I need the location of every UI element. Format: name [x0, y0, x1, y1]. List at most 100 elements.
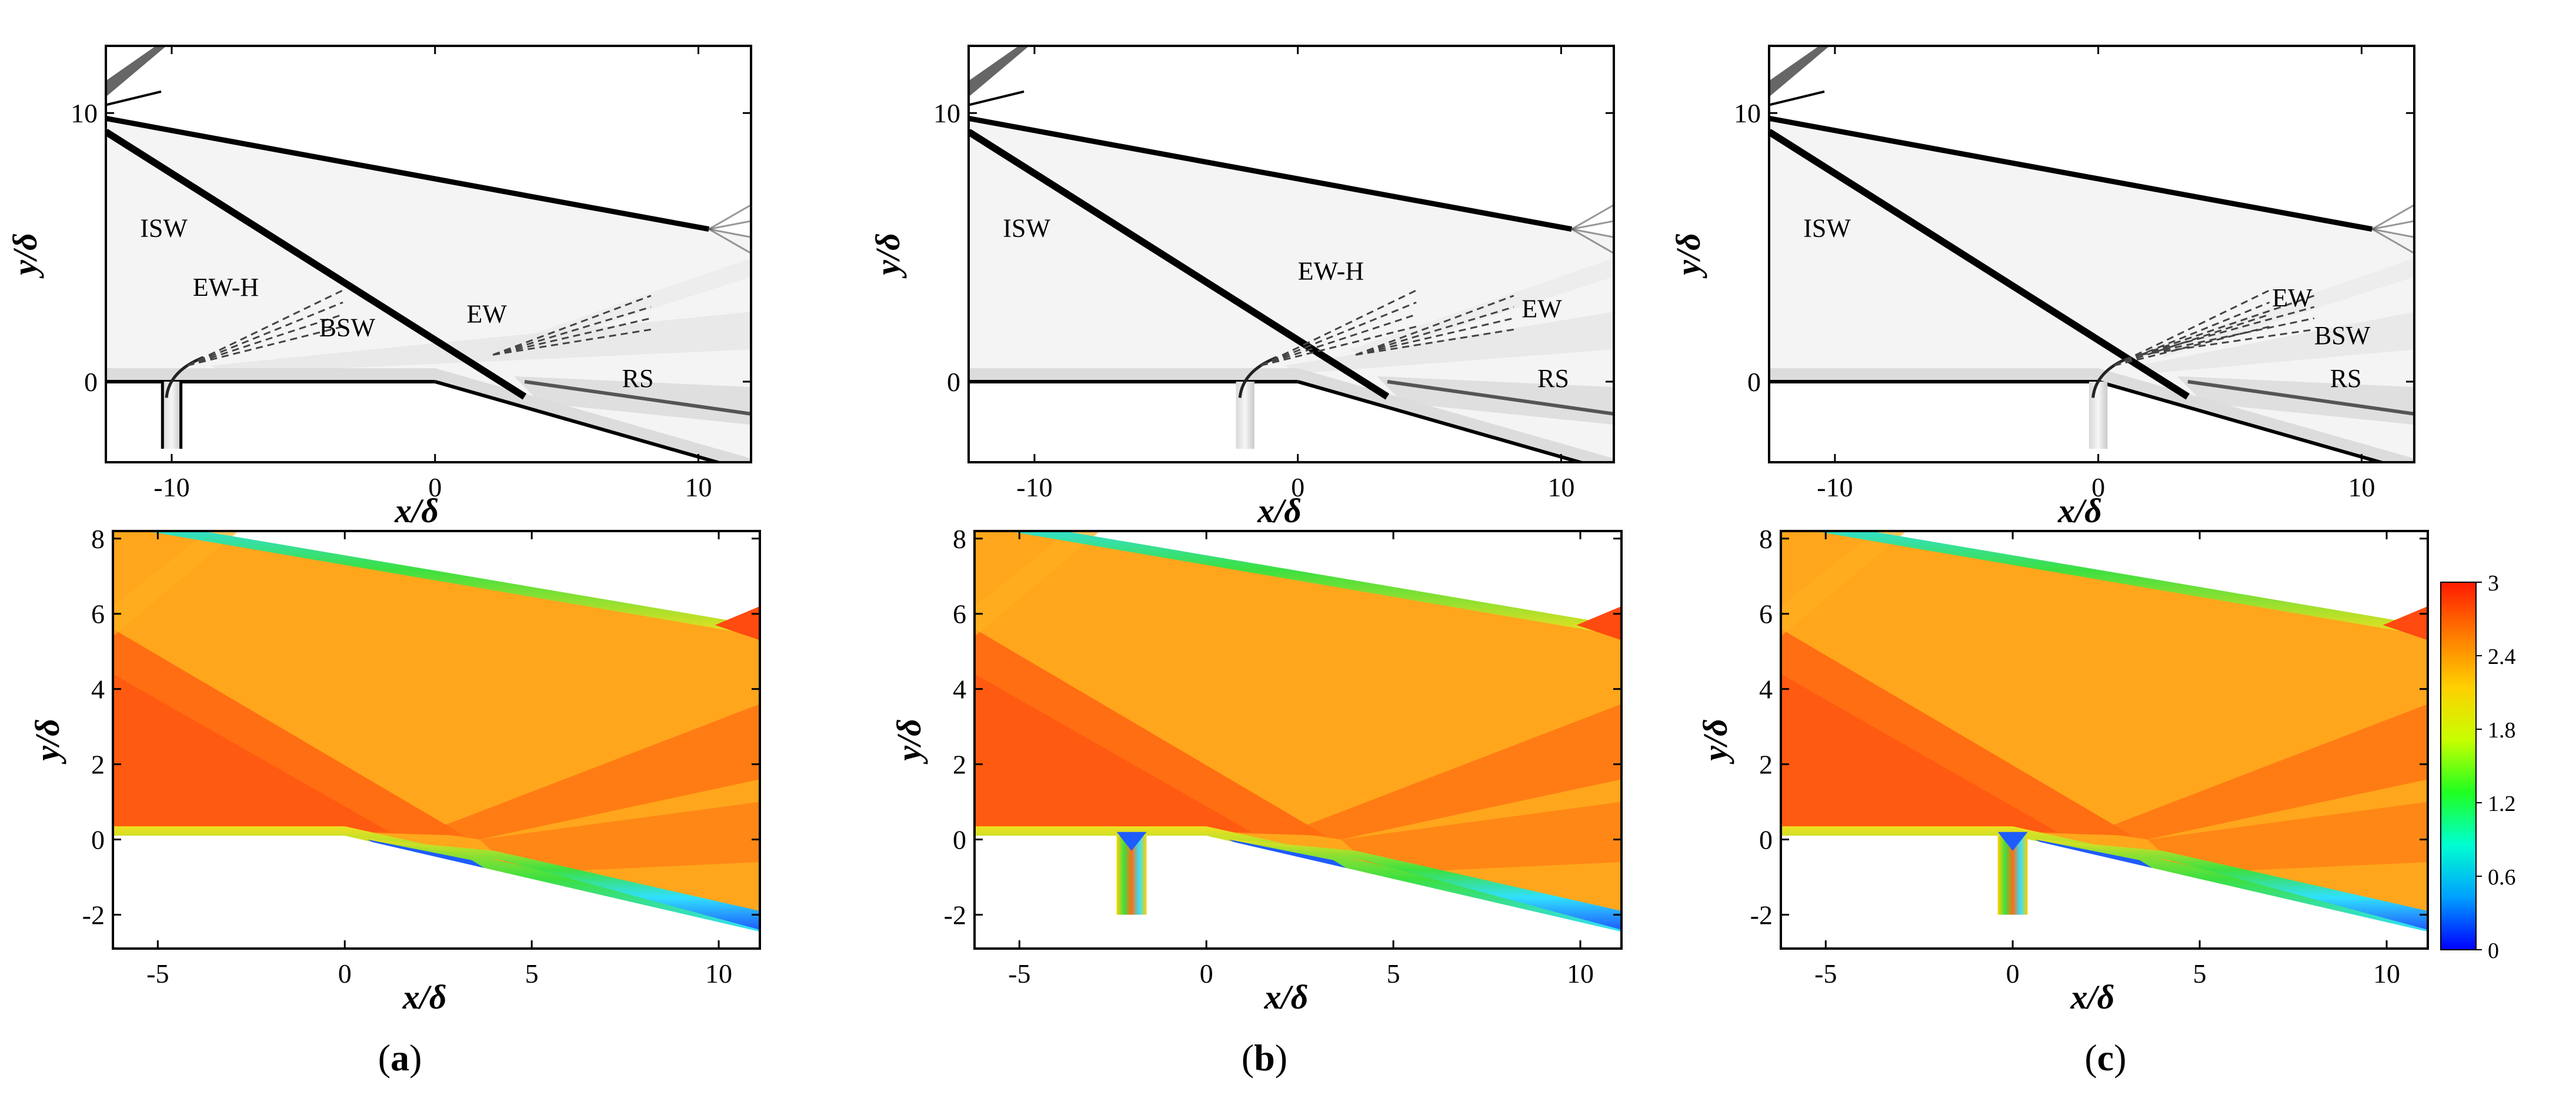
ew-dashed-line: [492, 328, 652, 356]
y-axis-label: y/δ: [869, 233, 907, 279]
y-axis-label: y/δ: [1669, 233, 1707, 279]
x-tick-label: -5: [1008, 959, 1030, 989]
shock-fan-line: [709, 220, 751, 231]
shock-fan-line: [708, 228, 751, 255]
y-axis-label: y/δ: [6, 233, 44, 279]
wall-region: [113, 836, 760, 949]
colorbar-tick-label: 0: [2488, 939, 2499, 963]
jet-slot: [162, 381, 181, 449]
y-tick-label: 0: [947, 367, 960, 397]
shock-fan-line: [2372, 220, 2414, 231]
outside-region: [1937, 531, 2428, 620]
y-tick-label: -2: [944, 900, 966, 930]
y-tick-label: 8: [91, 524, 105, 554]
x-tick-label: -5: [1814, 959, 1837, 989]
x-tick-label: 10: [2348, 472, 2375, 502]
ew-h-dashed-line: [187, 289, 343, 366]
y-tick-label: 8: [1759, 524, 1773, 554]
annotation-bsw: BSW: [319, 313, 376, 342]
mach-contour-panel-2: -5 0 5 10 -2 0 2 4 6 8 x/δ y/δ: [890, 524, 1623, 1016]
ew-h-dashed-line: [187, 325, 343, 367]
x-axis-label: x/δ: [2070, 978, 2115, 1016]
plot-frame: [973, 530, 1623, 950]
x-tick-label: 10: [2373, 959, 2400, 989]
ew-h-dashed-line: [2114, 313, 2270, 366]
ew-dashed-line: [1355, 317, 1514, 356]
x-axis-label: x/δ: [402, 978, 447, 1016]
x-tick-label: 0: [428, 472, 442, 502]
plot-area: [1781, 531, 2428, 949]
x-tick-label: 0: [1200, 959, 1213, 989]
ew-h-dashed-line: [2113, 301, 2270, 366]
shock-fan-line: [1571, 228, 1614, 255]
y-tick-label: 0: [1759, 825, 1773, 855]
x-tick-label: -10: [154, 472, 189, 502]
colorbar-tick-label: 2.4: [2488, 645, 2516, 669]
mach-expansion-band: [2095, 704, 2428, 840]
colorbar-tick-label: 1.2: [2488, 792, 2516, 816]
y-tick-label: 0: [953, 825, 966, 855]
y-tick-label: 0: [1747, 367, 1761, 397]
x-axis-label: x/δ: [1264, 978, 1309, 1016]
x-tick-label: 5: [2193, 959, 2207, 989]
mach-expansion-band: [1341, 802, 1621, 874]
ew-dashed-line: [2140, 328, 2315, 356]
jet-slot: [1236, 381, 1254, 449]
schlieren-panel-2: ISW EW-H EW RS -10 0 10 0 10 x/δ y/δ: [869, 45, 1615, 530]
upper-left-line: [106, 90, 162, 106]
panel-label: (b): [1242, 1037, 1287, 1079]
colorbar-tick-label: 3: [2488, 571, 2499, 596]
upper-left-fan: [106, 46, 166, 97]
upper-left-line: [969, 90, 1025, 106]
y-tick-label: 0: [91, 825, 105, 855]
ew-h-dashed-line: [187, 313, 343, 366]
annotation-rs: RS: [1537, 364, 1569, 393]
reflected-shock: [524, 379, 751, 416]
y-tick-label: -2: [1750, 900, 1773, 930]
ew-dashed-line: [492, 306, 652, 356]
upper-shock-edge: [146, 531, 760, 636]
plot-area: ISW EW-H BSW EW RS: [106, 46, 751, 462]
shock-fan-line: [2372, 228, 2414, 238]
incident-shock: [1769, 129, 2190, 400]
shear-band: [2137, 312, 2414, 374]
x-tick-label: 5: [525, 959, 539, 989]
y-tick-label: 10: [933, 98, 960, 128]
annotation-isw: ISW: [1803, 213, 1851, 242]
plot-area: ISW EW-H EW RS: [969, 46, 1614, 462]
shock-fan-line: [1571, 228, 1614, 238]
x-axis-label: x/δ: [2057, 492, 2102, 530]
mach-contour-panel-1: -5 0 5 10 -2 0 2 4 6 8 x/δ y/δ: [28, 524, 761, 1016]
ew-dashed-line: [2140, 295, 2315, 356]
outside-region: [269, 531, 760, 620]
upper-left-line: [1769, 90, 1825, 106]
ew-dashed-line: [1355, 295, 1514, 356]
jet-bow-shock: [165, 356, 204, 398]
ew-h-dashed-line: [187, 301, 343, 366]
shock-fan-line: [708, 204, 751, 230]
shock-fan-line: [1571, 204, 1614, 230]
upper-left-fan: [969, 46, 1029, 97]
y-tick-label: 6: [1759, 599, 1773, 629]
upper-shock: [969, 115, 1573, 232]
shear-band: [211, 312, 751, 374]
colorbar-bar: [2440, 582, 2477, 950]
x-tick-label: 10: [1547, 472, 1574, 502]
jet-slot: [2089, 381, 2108, 449]
shock-fan-line: [2371, 228, 2414, 255]
upper-shock: [1769, 115, 2373, 232]
ew-dashed-line: [2140, 306, 2315, 356]
y-tick-label: 0: [84, 367, 98, 397]
y-axis-label: y/δ: [890, 719, 928, 765]
schlieren-panel-1: ISW EW-H BSW EW RS -10 0 10 0 10 x/δ y/δ: [6, 45, 752, 530]
ew-h-dashed-line: [2113, 289, 2270, 366]
annotation-ew: EW: [2272, 283, 2313, 312]
jet-plume: [1997, 832, 2028, 851]
reflected-shock: [1387, 379, 1614, 416]
x-tick-label: -5: [146, 959, 169, 989]
x-tick-label: 0: [1291, 472, 1304, 502]
mach-expansion-band: [427, 704, 760, 840]
top-right-patch: [1576, 606, 1621, 640]
